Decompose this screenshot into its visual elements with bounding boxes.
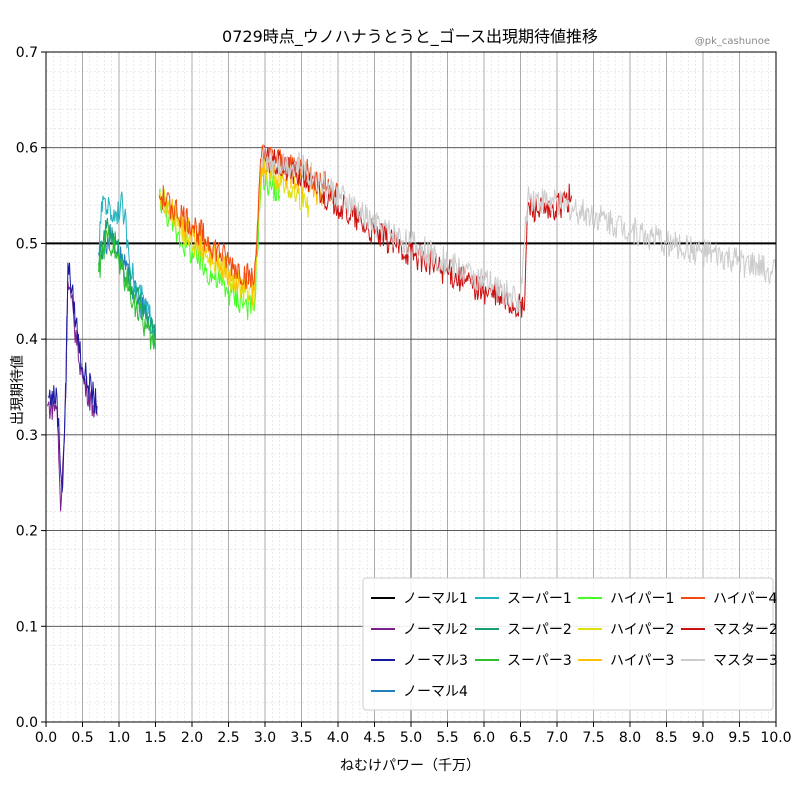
- x-tick-label: 3.5: [290, 730, 312, 746]
- y-tick-label: 0.3: [16, 428, 38, 444]
- x-tick-label: 7.0: [546, 730, 568, 746]
- chart-title: 0729時点_ウノハナうとうと_ゴース出現期待値推移: [222, 27, 598, 47]
- legend-entry: スーパー1: [507, 591, 572, 607]
- x-tick-label: 10.0: [760, 730, 791, 746]
- x-tick-label: 4.5: [363, 730, 385, 746]
- series-line-5: [98, 191, 156, 336]
- legend-entry: ノーマル2: [403, 622, 468, 638]
- x-tick-label: 7.5: [582, 730, 604, 746]
- legend-entry: ハイパー1: [610, 591, 674, 607]
- x-tick-label: 8.0: [619, 730, 641, 746]
- x-tick-label: 6.0: [473, 730, 495, 746]
- y-tick-label: 0.4: [16, 332, 38, 348]
- legend: ノーマル1 ノーマル2 ノーマル3 ノーマル4 スーパー1 スーパー2 スーパー3 ハイパー1…: [362, 577, 778, 711]
- credit-label: @pk_cashunoe: [695, 36, 770, 47]
- y-tick-label: 0.1: [16, 619, 38, 635]
- legend-entry: ノーマル3: [403, 653, 468, 669]
- legend-entry: ノーマル4: [403, 684, 468, 700]
- series-line-7: [98, 225, 156, 350]
- series-line-10: [159, 158, 324, 305]
- y-axis-ticks: 0.0 0.1 0.2 0.3 0.4 0.5 0.6 0.7: [16, 45, 46, 731]
- legend-box: [362, 577, 774, 711]
- legend-entry: スーパー3: [507, 653, 572, 669]
- x-tick-label: 8.5: [655, 730, 677, 746]
- x-axis-label: ねむけパワー（千万）: [340, 758, 480, 774]
- legend-entry: スーパー2: [507, 622, 572, 638]
- x-tick-label: 2.5: [217, 730, 239, 746]
- x-axis-ticks: 0.0 0.5 1.0 1.5 2.0 2.5 3.0 3.5 4.0 4.5 5.0 5.5 6.0 6…: [35, 722, 792, 746]
- y-tick-label: 0.0: [16, 715, 38, 731]
- x-tick-label: 1.5: [144, 730, 166, 746]
- series-line-9: [158, 157, 310, 311]
- legend-entry: ハイパー2: [610, 622, 674, 638]
- y-tick-label: 0.7: [16, 45, 38, 61]
- x-tick-label: 5.5: [436, 730, 458, 746]
- x-tick-label: 5.0: [400, 730, 422, 746]
- x-tick-label: 9.5: [728, 730, 750, 746]
- y-tick-label: 0.2: [16, 524, 38, 540]
- legend-entry: ハイパー4: [713, 591, 777, 607]
- x-tick-label: 4.0: [327, 730, 349, 746]
- series-layer: [47, 143, 777, 512]
- legend-entry: マスター3: [713, 653, 778, 669]
- series-line-3: [47, 262, 98, 493]
- x-tick-label: 9.0: [692, 730, 714, 746]
- x-tick-label: 1.0: [108, 730, 130, 746]
- y-tick-label: 0.5: [16, 236, 38, 252]
- x-tick-label: 6.5: [509, 730, 531, 746]
- legend-entry: マスター2: [713, 622, 778, 638]
- legend-entry: ノーマル1: [403, 591, 468, 607]
- series-line-13: [260, 146, 777, 314]
- y-tick-label: 0.6: [16, 141, 38, 157]
- x-tick-label: 3.0: [254, 730, 276, 746]
- series-line-11: [158, 143, 339, 289]
- x-tick-label: 0.5: [71, 730, 93, 746]
- x-tick-label: 2.0: [181, 730, 203, 746]
- legend-entry: ハイパー3: [610, 653, 674, 669]
- y-axis-label: 出現期待値: [10, 355, 26, 425]
- x-tick-label: 0.0: [35, 730, 57, 746]
